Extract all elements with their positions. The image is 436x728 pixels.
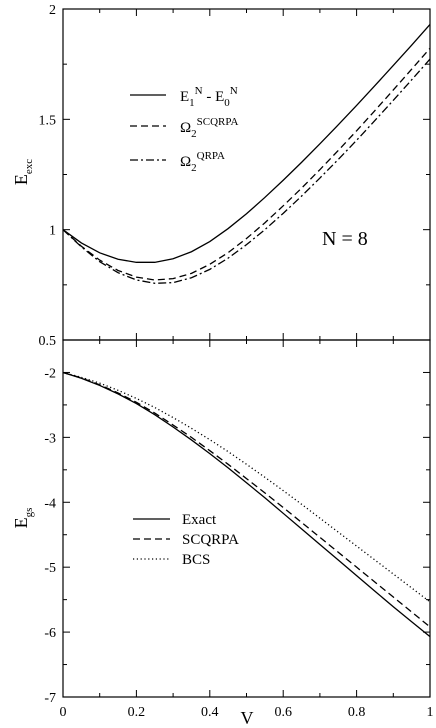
top-annotation: N = 8 — [322, 228, 368, 250]
top-ylabel: Eexc — [11, 159, 35, 185]
top-legend-label: E1N - E0N — [180, 85, 238, 109]
x-tick-label: 0.6 — [274, 705, 292, 720]
top-plot-frame — [62, 8, 431, 341]
top-legend-label-part: N — [230, 85, 238, 97]
bottom-ytick-label: -2 — [44, 366, 56, 381]
top-series-dashed-line — [62, 47, 431, 281]
bottom-legend-label: SCQRPA — [182, 532, 239, 548]
top-ticks: 0.5 1 1.5 2 — [39, 3, 431, 349]
top-legend-label-part: 0 — [224, 97, 230, 109]
bottom-series-solid-line — [62, 371, 431, 638]
bottom-ylabel-sub: gs — [23, 508, 35, 518]
x-tick-label: 0.4 — [201, 705, 219, 720]
top-legend-label-part: E — [180, 89, 189, 105]
top-ylabel-sub: exc — [23, 159, 35, 174]
bottom-ytick-label: -6 — [44, 626, 56, 641]
bottom-legend-label: BCS — [182, 552, 210, 568]
top-legend-label: Ω2SCQRPA — [180, 116, 238, 140]
top-ytick-label: 1 — [49, 224, 56, 239]
top-legend-label-part: QRPA — [197, 150, 225, 162]
top-legend-label-part: 2 — [191, 128, 197, 140]
top-legend-label-part: Ω — [180, 154, 191, 170]
x-tick-label: 1 — [427, 705, 434, 720]
bottom-series-dashed-line — [62, 371, 431, 628]
bottom-series-dotted-line — [62, 371, 431, 603]
top-legend-label: Ω2QRPA — [180, 150, 225, 174]
top-legend-label-part: - E — [203, 89, 225, 105]
bottom-ylabel-main: E — [11, 517, 31, 528]
bottom-ytick-label: -7 — [44, 691, 56, 706]
bottom-legend: Exact SCQRPA BCS — [133, 512, 239, 568]
x-axis-label: V — [241, 708, 254, 728]
bottom-ticks: -7 -6 -5 -4 -3 -2 0 0.2 0.4 0.6 0.8 1 — [44, 340, 434, 720]
x-tick-label: 0.8 — [348, 705, 366, 720]
top-ytick-label: 0.5 — [39, 334, 57, 349]
top-series — [62, 24, 431, 284]
top-series-dashdot-line — [62, 58, 431, 284]
top-legend-label-part: 2 — [191, 162, 197, 174]
top-legend-label-part: 1 — [189, 97, 195, 109]
x-tick-label: 0 — [60, 705, 67, 720]
top-legend-label-part: Ω — [180, 120, 191, 136]
top-ylabel-main: E — [11, 174, 31, 185]
bottom-series — [62, 371, 431, 638]
x-tick-label: 0.2 — [128, 705, 146, 720]
top-legend-label-part: SCQRPA — [197, 116, 239, 128]
bottom-ytick-label: -3 — [44, 431, 56, 446]
bottom-legend-label: Exact — [182, 512, 217, 528]
top-series-solid-line — [62, 24, 431, 263]
top-ytick-label: 2 — [49, 3, 56, 18]
bottom-ytick-label: -5 — [44, 561, 56, 576]
top-legend-label-part: N — [195, 85, 203, 97]
bottom-ytick-label: -4 — [44, 496, 56, 511]
top-ytick-label: 1.5 — [39, 113, 57, 128]
bottom-ylabel: Egs — [11, 508, 35, 529]
bottom-panel: -7 -6 -5 -4 -3 -2 0 0.2 0.4 0.6 0.8 1 Exact SCQRPA BC… — [11, 339, 434, 728]
